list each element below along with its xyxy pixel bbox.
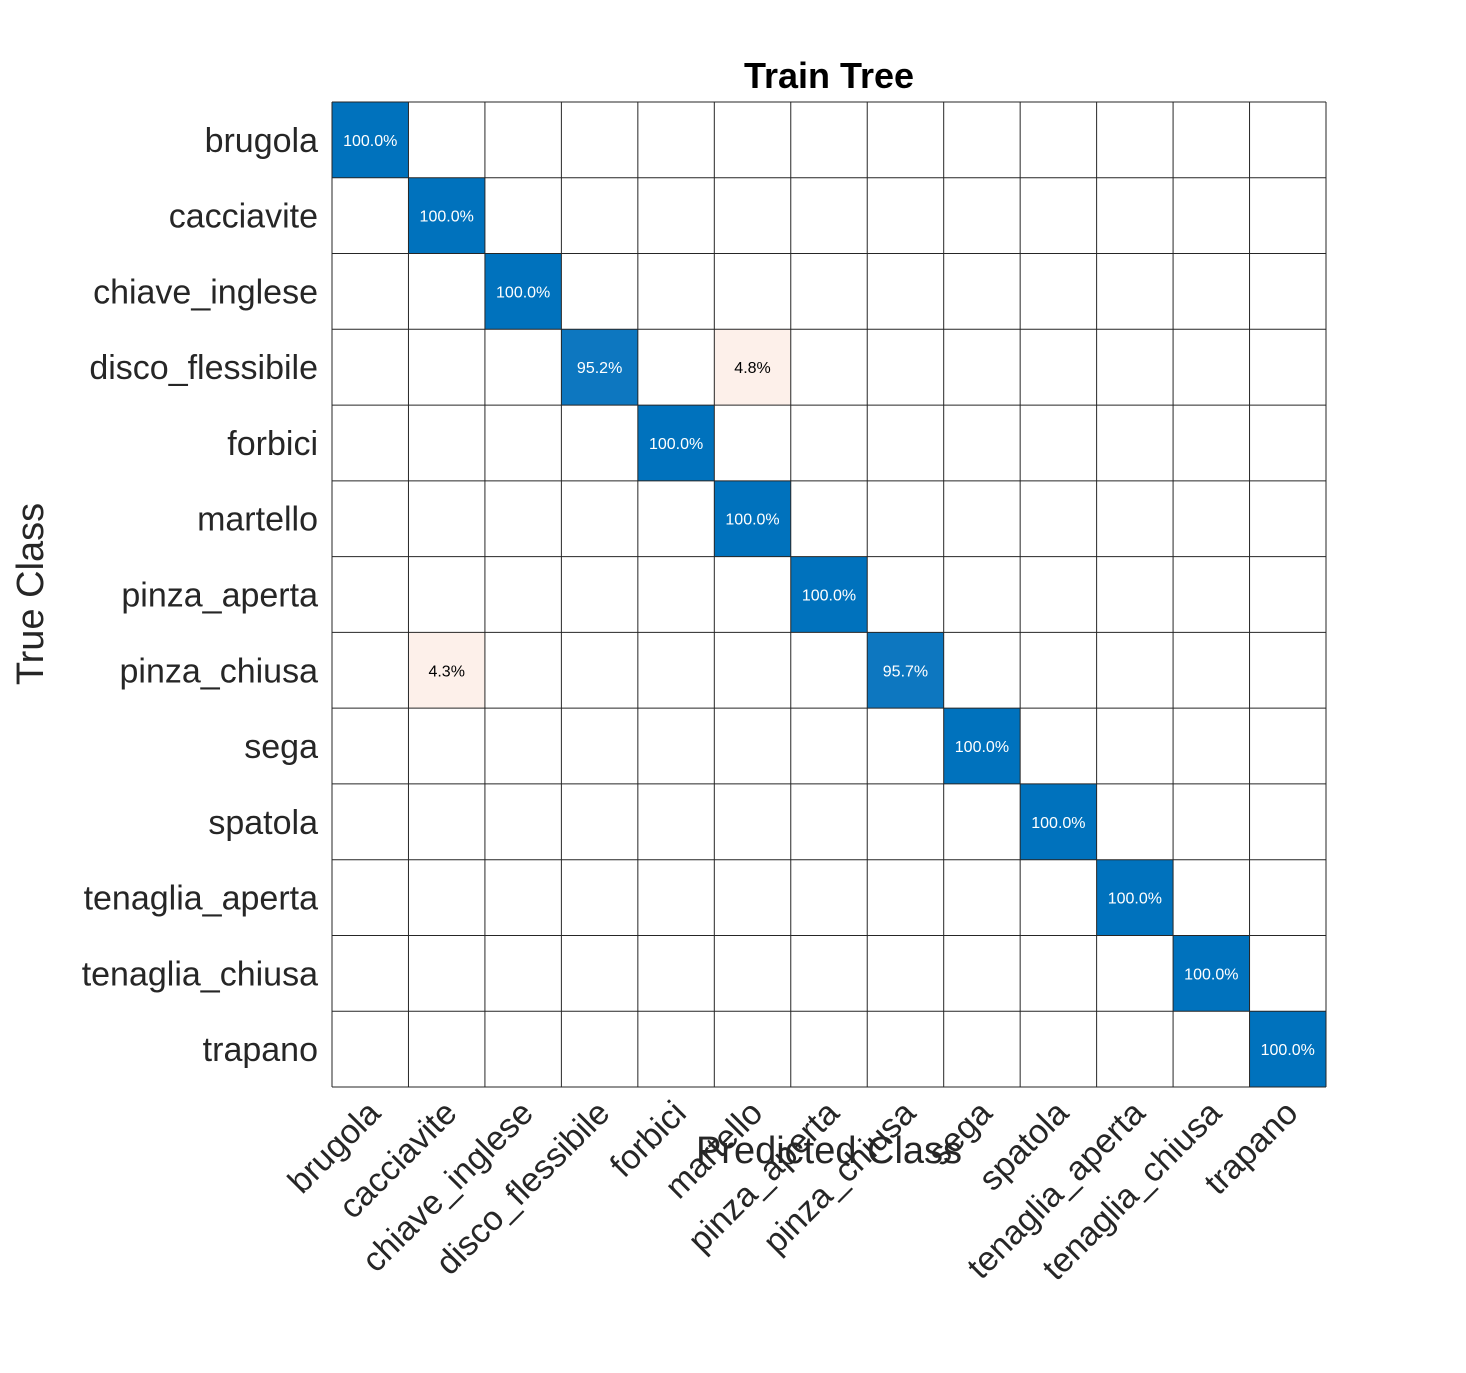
chart-title: Train Tree — [744, 55, 914, 96]
cell-value-label: 100.0% — [1184, 966, 1238, 983]
cell-value-label: 100.0% — [725, 512, 779, 529]
matrix-cell-tenaglia-aperta-tenaglia-aperta — [1096, 859, 1174, 936]
y-tick-label-spatola: spatola — [208, 804, 318, 842]
y-tick-label-forbici: forbici — [227, 425, 318, 463]
matrix-cell-pinza-chiusa-pinza-chiusa — [867, 632, 944, 709]
matrix-cell-martello-martello — [714, 480, 791, 557]
cell-value-label: 100.0% — [649, 436, 703, 453]
y-tick-label-tenaglia-aperta: tenaglia_aperta — [84, 880, 319, 918]
matrix-cell-tenaglia-chiusa-tenaglia-chiusa — [1173, 935, 1250, 1012]
y-tick-label-trapano: trapano — [203, 1031, 318, 1069]
x-tick-labels: brugolacacciavitechiave_inglesedisco_fle… — [281, 1094, 1306, 1288]
y-tick-label-brugola: brugola — [205, 122, 319, 160]
cell-value-label: 4.3% — [428, 663, 464, 680]
matrix-cell-trapano-trapano — [1249, 1011, 1326, 1087]
cell-value-label: 100.0% — [802, 588, 856, 605]
y-tick-labels: brugola cacciavite chiave_inglese disco_fle… — [82, 122, 318, 1069]
cell-value-label: 100.0% — [1261, 1042, 1315, 1059]
cell-value-label: 100.0% — [1108, 891, 1162, 908]
y-tick-label-chiave-inglese: chiave_inglese — [93, 273, 318, 311]
matrix-cell-disco-flessibile-disco-flessibile — [561, 329, 638, 406]
matrix-cell-sega-sega — [943, 708, 1021, 784]
y-tick-label-cacciavite: cacciavite — [169, 198, 318, 236]
y-tick-label-pinza-aperta: pinza_aperta — [121, 577, 318, 615]
matrix-cell-forbici-forbici — [637, 405, 715, 481]
matrix-cell-brugola-brugola — [332, 102, 409, 178]
y-axis-label: True Class — [10, 503, 52, 685]
matrix-cell-pinza-chiusa-cacciavite — [408, 632, 485, 709]
cell-labels-layer: 100.0% 100.0% 100.0% 95.2% 4.8% 100.0% 100.0% 1… — [343, 133, 1315, 1059]
y-tick-label-disco-flessibile: disco_flessibile — [89, 349, 318, 387]
cell-value-label: 100.0% — [1031, 815, 1085, 832]
matrix-cell-disco-flessibile-martello — [714, 329, 791, 406]
cell-value-label: 100.0% — [420, 209, 474, 226]
cell-value-label: 4.8% — [734, 360, 770, 377]
cell-value-label: 100.0% — [955, 739, 1009, 756]
y-tick-label-pinza-chiusa: pinza_chiusa — [120, 652, 319, 690]
matrix-cell-chiave-inglese-chiave-inglese — [484, 253, 562, 330]
cells-layer — [332, 102, 1326, 1087]
cell-value-label: 95.7% — [883, 663, 928, 680]
cell-value-label: 95.2% — [577, 360, 622, 377]
x-axis-label: Predicted Class — [696, 1130, 962, 1172]
matrix-cell-spatola-spatola — [1020, 783, 1097, 860]
matrix-cell-pinza-aperta-pinza-aperta — [790, 556, 868, 633]
y-tick-label-sega: sega — [244, 728, 318, 766]
grid-layer — [331, 101, 1327, 1088]
y-tick-label-tenaglia-chiusa: tenaglia_chiusa — [82, 955, 318, 993]
matrix-cell-cacciavite-cacciavite — [408, 177, 485, 254]
y-tick-label-martello: martello — [197, 501, 318, 539]
cell-value-label: 100.0% — [496, 284, 550, 301]
cell-value-label: 100.0% — [343, 133, 397, 150]
